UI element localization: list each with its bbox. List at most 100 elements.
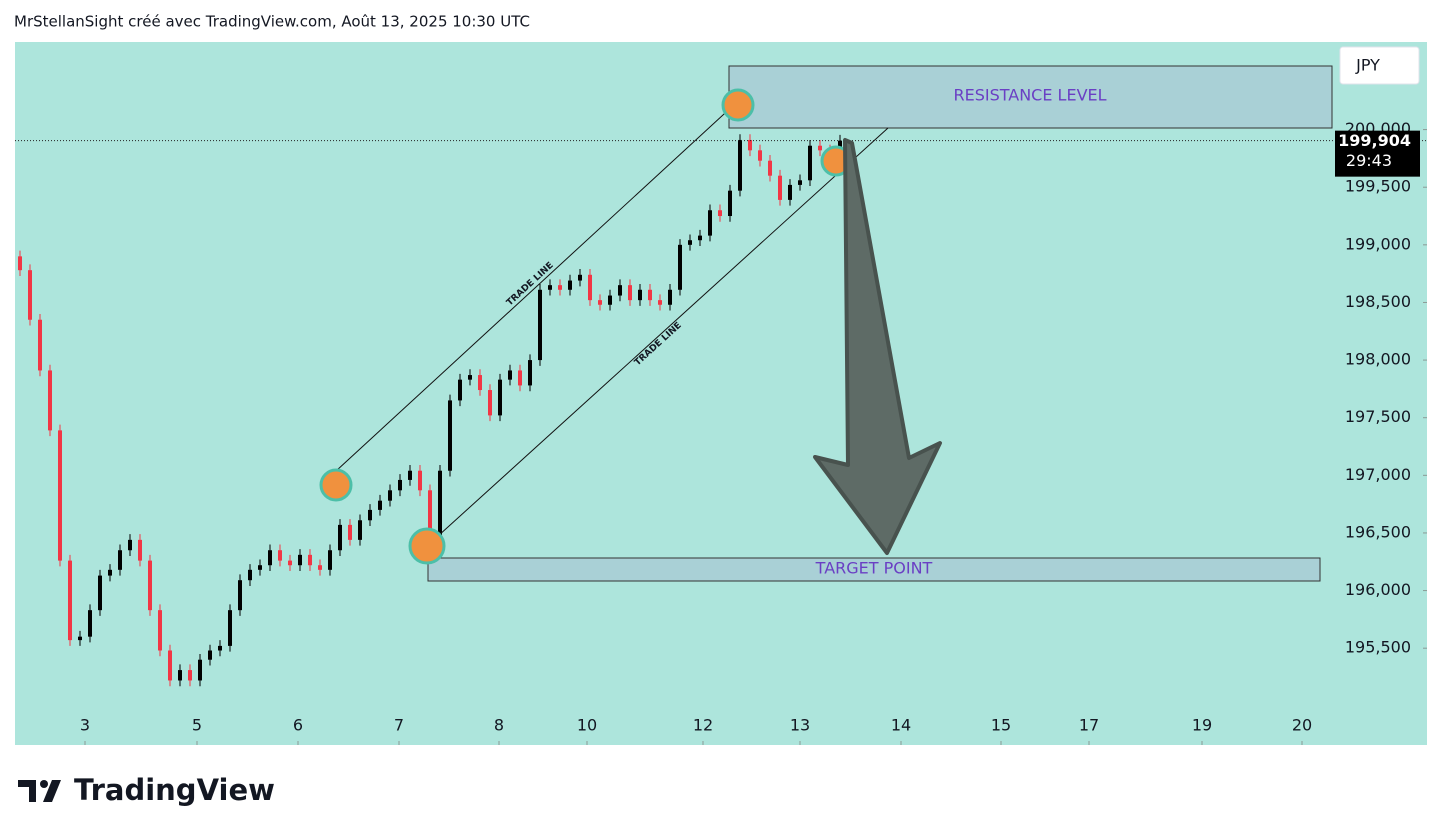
candle-body — [568, 280, 572, 290]
y-tick-label: 199,500 — [1345, 177, 1411, 196]
candle-body — [268, 550, 272, 566]
candle-body — [798, 180, 802, 185]
y-tick-label: 197,500 — [1345, 407, 1411, 426]
y-tick-label: 198,000 — [1345, 350, 1411, 369]
candle-body — [258, 565, 262, 570]
candle-body — [498, 379, 502, 416]
currency-box — [1339, 46, 1420, 85]
y-tick-label: 196,500 — [1345, 522, 1411, 541]
currency: JPY — [1355, 56, 1380, 75]
candle-body — [778, 175, 782, 200]
candle-body — [578, 274, 582, 281]
candle-body — [758, 150, 762, 161]
candle-body — [448, 400, 452, 471]
candle-body — [438, 470, 442, 540]
candle-body — [558, 285, 562, 290]
candle-body — [428, 490, 432, 540]
chart-pane — [15, 42, 1427, 745]
logo-icon — [43, 780, 61, 802]
candle-body — [688, 240, 692, 245]
candle-body — [598, 300, 602, 305]
candle-body — [588, 274, 592, 301]
candle-body — [628, 285, 632, 301]
y-tick-label: 196,000 — [1345, 580, 1411, 599]
target-label: TARGET POINT — [815, 559, 933, 578]
x-tick-label: 20 — [1292, 716, 1312, 735]
candle-body — [378, 500, 382, 510]
candle-body — [458, 379, 462, 401]
candle-body — [408, 470, 412, 480]
x-tick-label: 12 — [693, 716, 713, 735]
candle-body — [718, 210, 722, 217]
header: MrStellanSight créé avec TradingView.com… — [14, 13, 530, 31]
y-tick-label: 199,000 — [1345, 234, 1411, 253]
candle-body — [698, 235, 702, 241]
candle-body — [208, 650, 212, 660]
candle-body — [178, 670, 182, 681]
candle-body — [38, 319, 42, 371]
candle-body — [28, 270, 32, 320]
candle-body — [508, 370, 512, 380]
candle-body — [228, 610, 232, 646]
candle-body — [218, 645, 222, 651]
candle-body — [88, 610, 92, 637]
candle-body — [808, 145, 812, 181]
candle-body — [548, 285, 552, 290]
candle-body — [238, 580, 242, 611]
x-tick-label: 10 — [577, 716, 597, 735]
touch-point — [408, 527, 446, 565]
candle-body — [148, 560, 152, 611]
candle-body — [248, 569, 252, 581]
candle-body — [468, 375, 472, 380]
candle-body — [418, 470, 422, 491]
x-tick-label: 17 — [1079, 716, 1099, 735]
candle-body — [648, 289, 652, 301]
candle-body — [278, 550, 282, 561]
candle-body — [108, 569, 112, 576]
y-tick-label: 198,500 — [1345, 292, 1411, 311]
candle-body — [128, 539, 132, 551]
x-tick-label: 5 — [192, 716, 202, 735]
candle-body — [738, 139, 742, 191]
candle-body — [788, 184, 792, 200]
touch-point — [721, 88, 755, 122]
logo: TradingView — [18, 773, 275, 807]
x-tick-label: 19 — [1192, 716, 1212, 735]
last-price-box — [1335, 130, 1420, 177]
candle-body — [608, 295, 612, 305]
candle-body — [78, 636, 82, 641]
candle-body — [488, 390, 492, 416]
candle-body — [118, 550, 122, 570]
candle-body — [298, 554, 302, 566]
down-arrow — [813, 138, 942, 555]
candle-body — [18, 256, 22, 271]
candle-body — [198, 659, 202, 681]
candle-body — [288, 560, 292, 566]
candle-body — [138, 539, 142, 561]
candle-body — [478, 375, 482, 391]
candle-body — [358, 520, 362, 540]
last-price-label: 199,904 — [1338, 131, 1411, 150]
candle-body — [818, 145, 822, 151]
candle-body — [368, 509, 372, 521]
candle-body — [658, 300, 662, 305]
candle-body — [538, 289, 542, 361]
candle-body — [668, 289, 672, 305]
candle-body — [68, 560, 72, 641]
logo-icon — [18, 780, 36, 787]
x-tick-label: 8 — [494, 716, 504, 735]
countdown: 29:43 — [1346, 151, 1392, 170]
candle-body — [768, 160, 772, 176]
logo-icon — [29, 780, 36, 802]
trade-line-lower — [426, 127, 889, 547]
candle-body — [48, 370, 52, 431]
candle-body — [528, 360, 532, 386]
x-tick-label: 14 — [891, 716, 911, 735]
resistance-zone — [728, 65, 1333, 129]
candle-body — [398, 479, 402, 491]
candle-body — [728, 190, 732, 217]
resistance-label: RESISTANCE LEVEL — [953, 86, 1106, 105]
candle-body — [98, 575, 102, 611]
candle-body — [638, 289, 642, 301]
